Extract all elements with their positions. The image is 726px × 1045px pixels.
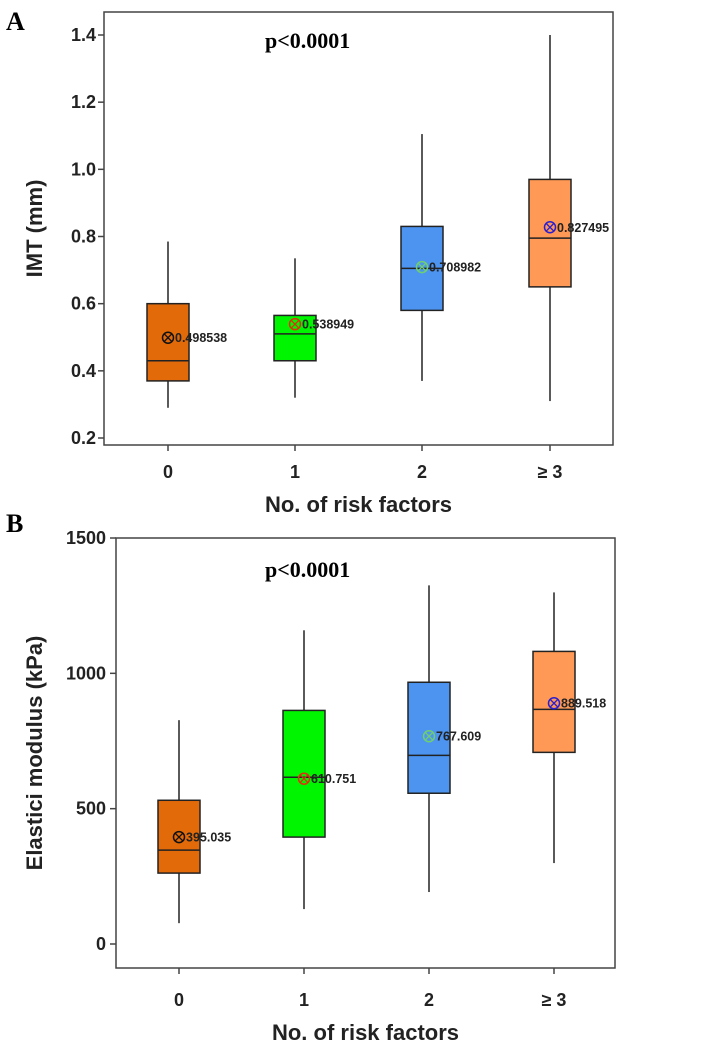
- mean-cross: [163, 333, 173, 343]
- mean-value-label: 610.751: [311, 772, 356, 786]
- mean-circle: [172, 830, 186, 844]
- panel-b: B 0 500 1000 1500 0 1 2 ≥ 3 No. of risk factors El…: [6, 509, 616, 1045]
- mean-value-label: 0.538949: [302, 318, 354, 332]
- box-2: 767.609: [407, 585, 481, 893]
- iqr-box: [532, 650, 576, 754]
- mean-cross: [424, 731, 434, 741]
- mean-cross: [174, 832, 184, 842]
- mean-marker: [547, 696, 561, 710]
- mean-circle: [543, 221, 557, 234]
- x-tick-label: 0: [163, 462, 173, 482]
- mean-marker: [172, 830, 186, 844]
- box-3: 0.827495: [528, 35, 609, 402]
- mean-circle: [161, 331, 175, 344]
- mean-value-label: 395.035: [186, 831, 231, 845]
- y-tick-label: 0.2: [71, 428, 96, 448]
- mean-circle: [415, 260, 429, 274]
- y-tick-label: 1.0: [71, 159, 96, 179]
- mean-marker: [161, 331, 175, 344]
- y-axis-label: IMT (mm): [22, 180, 47, 278]
- x-tick-label: 1: [290, 462, 300, 482]
- x-tick-label: 0: [174, 990, 184, 1010]
- mean-cross: [417, 262, 427, 272]
- panel-a: A 0.2 0.4 0.6 0.8 1.0 1.2 1.4 0 1 2 ≥ 3 No. of risk …: [6, 7, 614, 517]
- y-tick-label: 0.6: [71, 294, 96, 314]
- mean-marker: [297, 772, 311, 785]
- plot-frame: [103, 11, 614, 446]
- mean-circle: [288, 317, 302, 331]
- mean-value-label: 0.827495: [557, 221, 609, 235]
- panel-label: A: [6, 7, 25, 36]
- y-tick-label: 500: [76, 799, 106, 819]
- iqr-box: [146, 302, 190, 382]
- y-axis-label: Elastici modulus (kPa): [22, 636, 47, 871]
- mean-marker: [288, 317, 302, 331]
- panel-label: B: [6, 509, 23, 538]
- x-tick-label: 2: [417, 462, 427, 482]
- mean-circle: [422, 729, 436, 743]
- x-tick-label: ≥ 3: [538, 462, 563, 482]
- mean-value-label: 0.708982: [429, 261, 481, 275]
- iqr-box: [273, 314, 317, 362]
- box-0: 395.035: [157, 720, 231, 924]
- box-1: 0.538949: [273, 258, 354, 398]
- y-tick-label: 1000: [66, 663, 106, 683]
- plot-frame: [115, 537, 616, 969]
- box-2: 0.708982: [400, 134, 481, 381]
- x-tick-label: 1: [299, 990, 309, 1010]
- mean-value-label: 889.518: [561, 697, 606, 711]
- mean-cross: [549, 698, 559, 708]
- x-axis-label: No. of risk factors: [272, 1020, 459, 1045]
- y-tick-label: 1500: [66, 528, 106, 548]
- mean-circle: [547, 696, 561, 710]
- mean-value-label: 767.609: [436, 730, 481, 744]
- y-tick-label: 1.4: [71, 25, 96, 45]
- x-tick-label: ≥ 3: [542, 990, 567, 1010]
- y-tick-label: 1.2: [71, 92, 96, 112]
- box-1: 610.751: [282, 630, 356, 910]
- box-0: 0.498538: [146, 241, 227, 408]
- x-tick-label: 2: [424, 990, 434, 1010]
- y-tick-label: 0.4: [71, 361, 96, 381]
- mean-cross: [290, 319, 300, 329]
- mean-cross: [545, 222, 555, 232]
- mean-marker: [543, 221, 557, 234]
- p-value-annotation: p<0.0001: [265, 557, 350, 582]
- mean-marker: [422, 729, 436, 743]
- p-value-annotation: p<0.0001: [265, 28, 350, 53]
- mean-cross: [299, 774, 309, 784]
- x-axis-label: No. of risk factors: [265, 492, 452, 517]
- mean-marker: [415, 260, 429, 274]
- mean-value-label: 0.498538: [175, 331, 227, 345]
- mean-circle: [297, 772, 311, 785]
- box-3: 889.518: [532, 592, 606, 864]
- iqr-box: [407, 681, 451, 794]
- y-tick-label: 0.8: [71, 227, 96, 247]
- y-tick-label: 0: [96, 934, 106, 954]
